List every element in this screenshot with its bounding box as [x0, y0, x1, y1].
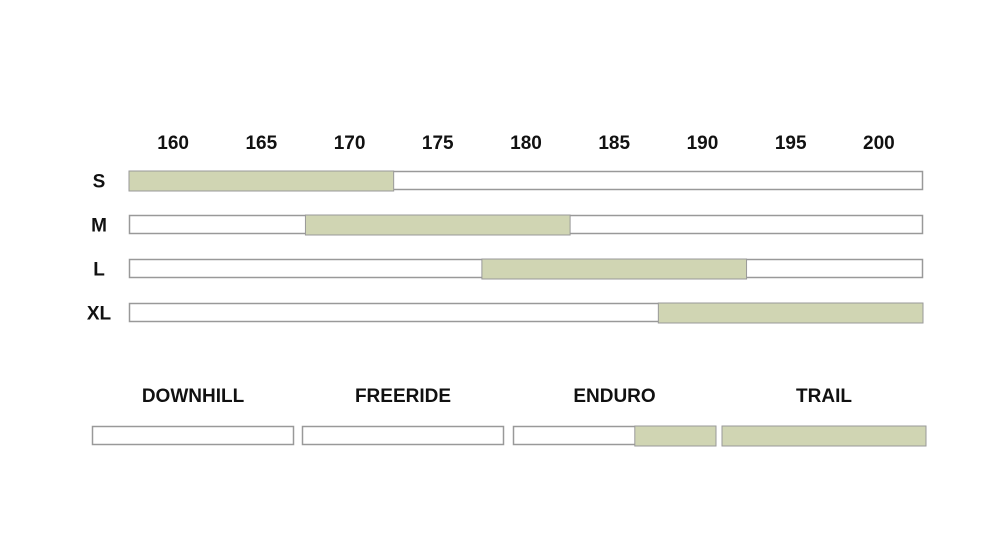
x-tick-label: 200 [863, 133, 895, 154]
height-axis-ticks: 160 165 170 175 180 185 190 195 200 [157, 133, 894, 154]
size-range-bar [304, 214, 571, 236]
x-tick-label: 185 [598, 133, 630, 154]
size-label: M [91, 216, 107, 237]
riding-style-label: TRAIL [796, 386, 852, 407]
size-rows: S M L XL [87, 170, 924, 325]
size-label: S [93, 172, 106, 193]
size-label: XL [87, 304, 112, 325]
x-tick-label: 180 [510, 133, 542, 154]
riding-style-track [91, 425, 295, 446]
x-tick-label: 190 [687, 133, 719, 154]
x-tick-label: 195 [775, 133, 807, 154]
riding-style-fill [634, 425, 717, 447]
riding-style-fill [721, 425, 927, 447]
riding-style-bars: DOWNHILL FREERIDE ENDURO TRAIL [91, 386, 927, 447]
x-tick-label: 170 [334, 133, 366, 154]
size-range-bar [657, 302, 924, 324]
x-tick-label: 160 [157, 133, 189, 154]
x-tick-label: 175 [422, 133, 454, 154]
size-range-bar [128, 170, 395, 192]
x-tick-label: 165 [245, 133, 277, 154]
riding-style-label: DOWNHILL [142, 386, 245, 407]
size-range-bar [481, 258, 748, 280]
size-label: L [93, 260, 105, 281]
riding-style-track [301, 425, 505, 446]
riding-style-label: FREERIDE [355, 386, 451, 407]
riding-style-label: ENDURO [573, 386, 655, 407]
